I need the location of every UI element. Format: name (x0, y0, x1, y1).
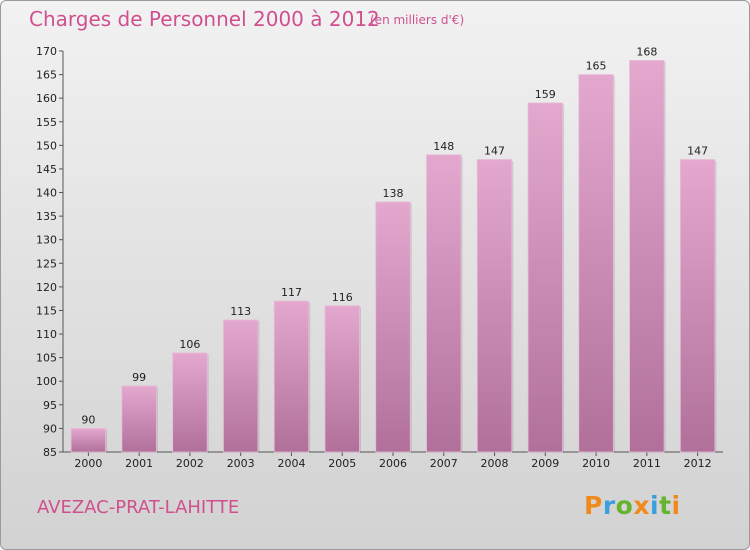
y-tick-label: 105 (36, 352, 57, 365)
bar (70, 428, 107, 453)
x-tick-label: 2007 (430, 457, 458, 470)
logo-letter: o (615, 491, 634, 520)
bar (527, 102, 563, 453)
bar (375, 201, 411, 453)
logo-letter: P (584, 491, 603, 520)
bar-series: 90 99 106 113 117 116 138 148 147 159 165 168 147 (70, 45, 717, 453)
x-tick-label: 2000 (74, 457, 102, 470)
bar-value-label: 168 (636, 45, 657, 58)
bar-value-label: 116 (332, 291, 353, 304)
bar-value-label: 159 (535, 88, 556, 101)
bar-value-label: 99 (132, 371, 146, 384)
bar (172, 352, 208, 453)
y-tick-label: 150 (36, 139, 57, 152)
bar-value-label: 147 (687, 145, 708, 158)
y-tick-label: 165 (36, 69, 57, 82)
y-tick-label: 115 (36, 304, 57, 317)
x-tick-label: 2009 (531, 457, 559, 470)
logo-letter: t (659, 491, 672, 520)
bar (324, 305, 360, 453)
chart-axes: 85 90 95 100 105 110 115 120 125 130 135 140 145 150 1… (36, 45, 723, 470)
x-tick-label: 2011 (633, 457, 661, 470)
bar-value-label: 165 (586, 60, 607, 73)
commune-name: AVEZAC-PRAT-LAHITTE (37, 497, 240, 518)
x-tick-label: 2006 (379, 457, 407, 470)
logo-letter: i (650, 491, 660, 520)
chart-subtitle: (en milliers d'€) (370, 13, 465, 27)
x-tick-label: 2002 (176, 457, 204, 470)
y-tick-label: 130 (36, 234, 57, 247)
bar (223, 319, 259, 453)
y-tick-label: 120 (36, 281, 57, 294)
y-tick-label: 90 (43, 422, 57, 435)
x-tick-label: 2010 (582, 457, 610, 470)
x-tick-label: 2012 (684, 457, 712, 470)
logo-letter: x (633, 491, 650, 520)
logo-letter: i (671, 491, 681, 520)
bar (476, 159, 513, 453)
proxiti-logo: Proxiti (584, 491, 681, 520)
x-tick-label: 2001 (125, 457, 153, 470)
x-tick-label: 2005 (328, 457, 356, 470)
y-tick-label: 110 (36, 328, 57, 341)
y-tick-label: 155 (36, 116, 57, 129)
x-tick-label: 2008 (481, 457, 509, 470)
logo-letter: r (602, 491, 616, 520)
y-tick-label: 100 (36, 375, 57, 388)
y-tick-label: 160 (36, 92, 57, 105)
bar (578, 74, 614, 453)
y-tick-label: 95 (43, 399, 57, 412)
bar-value-label: 148 (433, 140, 454, 153)
bar (426, 154, 462, 453)
chart-title: Charges de Personnel 2000 à 2012 (29, 7, 380, 31)
y-tick-label: 85 (43, 446, 57, 459)
bar (273, 300, 310, 453)
bar (679, 159, 716, 453)
y-tick-label: 170 (36, 45, 57, 58)
y-tick-label: 140 (36, 187, 57, 200)
bar-value-label: 113 (230, 305, 251, 318)
bar-value-label: 90 (81, 413, 95, 426)
x-tick-label: 2003 (227, 457, 255, 470)
bar-value-label: 117 (281, 286, 302, 299)
bar (121, 385, 157, 453)
bar-value-label: 147 (484, 145, 505, 158)
y-tick-label: 125 (36, 257, 57, 270)
y-tick-label: 135 (36, 210, 57, 223)
bar-value-label: 106 (179, 338, 200, 351)
y-tick-label: 145 (36, 163, 57, 176)
x-tick-label: 2004 (277, 457, 305, 470)
bar (629, 60, 665, 453)
bar-value-label: 138 (383, 187, 404, 200)
